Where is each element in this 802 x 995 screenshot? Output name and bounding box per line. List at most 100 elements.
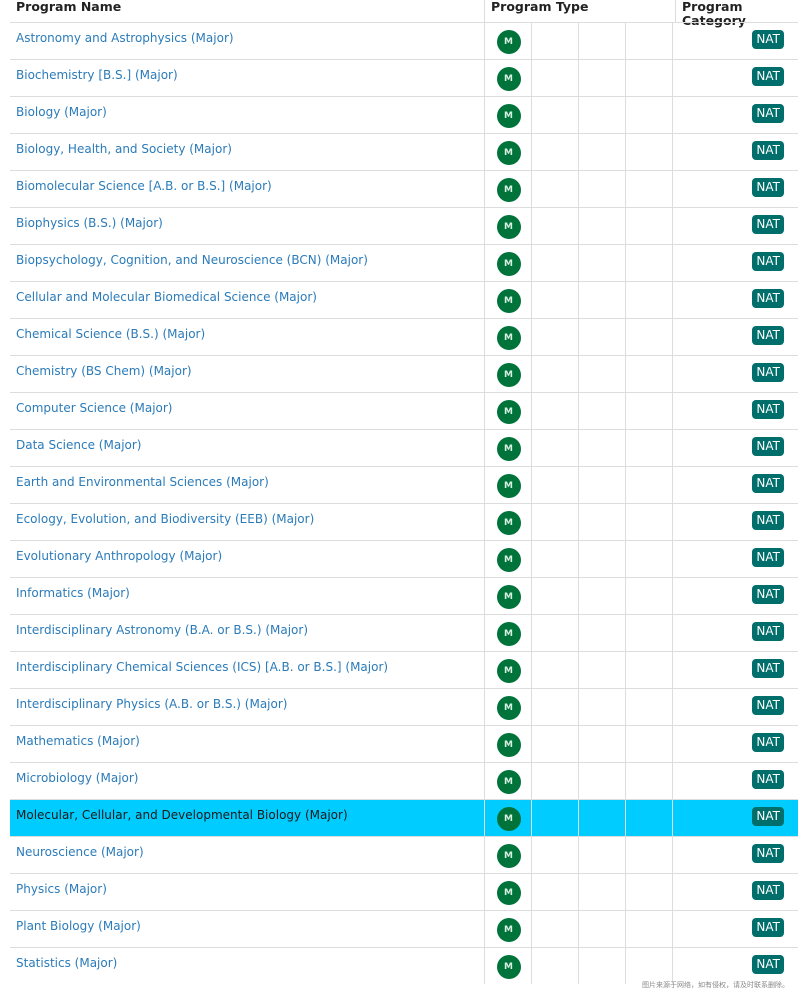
program-link[interactable]: Interdisciplinary Astronomy (B.A. or B.S… <box>16 623 309 637</box>
program-link[interactable]: Mathematics (Major) <box>16 734 140 748</box>
program-type-cell: M <box>483 503 531 541</box>
program-link[interactable]: Biochemistry [B.S.] (Major) <box>16 68 178 82</box>
program-type-cell <box>530 170 578 208</box>
program-type-cell <box>624 873 672 911</box>
program-link[interactable]: Statistics (Major) <box>16 956 118 970</box>
program-link[interactable]: Computer Science (Major) <box>16 401 173 415</box>
program-type-cell <box>577 59 625 97</box>
table-row[interactable]: Biophysics (B.S.) (Major) M NAT <box>10 207 798 245</box>
program-name-cell: Molecular, Cellular, and Developmental B… <box>10 799 484 837</box>
table-row[interactable]: Chemical Science (B.S.) (Major) M NAT <box>10 318 798 356</box>
table-row[interactable]: Plant Biology (Major) M NAT <box>10 910 798 948</box>
table-row[interactable]: Physics (Major) M NAT <box>10 873 798 911</box>
program-link[interactable]: Microbiology (Major) <box>16 771 139 785</box>
table-row[interactable]: Microbiology (Major) M NAT <box>10 762 798 800</box>
program-type-cell <box>624 614 672 652</box>
program-link[interactable]: Biopsychology, Cognition, and Neuroscien… <box>16 253 368 267</box>
table-row[interactable]: Ecology, Evolution, and Biodiversity (EE… <box>10 503 798 541</box>
major-badge: M <box>496 30 521 54</box>
table-row[interactable]: Chemistry (BS Chem) (Major) M NAT <box>10 355 798 393</box>
table-row[interactable]: Interdisciplinary Chemical Sciences (ICS… <box>10 651 798 689</box>
program-category-cell: NAT <box>671 355 798 393</box>
program-type-cell <box>530 392 578 430</box>
program-type-cell <box>577 244 625 282</box>
table-row[interactable]: Biopsychology, Cognition, and Neuroscien… <box>10 244 798 282</box>
program-type-cell <box>624 96 672 134</box>
table-row[interactable]: Biochemistry [B.S.] (Major) M NAT <box>10 59 798 97</box>
program-type-cell <box>577 799 625 837</box>
program-link[interactable]: Plant Biology (Major) <box>16 919 141 933</box>
program-category-cell: NAT <box>671 207 798 245</box>
table-row[interactable]: Evolutionary Anthropology (Major) M NAT <box>10 540 798 578</box>
program-link[interactable]: Neuroscience (Major) <box>16 845 144 859</box>
table-row[interactable]: Interdisciplinary Astronomy (B.A. or B.S… <box>10 614 798 652</box>
table-row[interactable]: Molecular, Cellular, and Developmental B… <box>10 799 798 837</box>
table-row[interactable]: Biology, Health, and Society (Major) M N… <box>10 133 798 171</box>
category-badge: NAT <box>752 30 784 49</box>
program-link[interactable]: Biomolecular Science [A.B. or B.S.] (Maj… <box>16 179 272 193</box>
program-link[interactable]: Molecular, Cellular, and Developmental B… <box>16 808 348 822</box>
program-link[interactable]: Biophysics (B.S.) (Major) <box>16 216 163 230</box>
table-row[interactable]: Informatics (Major) M NAT <box>10 577 798 615</box>
major-badge: M <box>496 141 521 165</box>
program-name-cell: Statistics (Major) <box>10 947 484 984</box>
category-badge: NAT <box>752 548 784 567</box>
program-link[interactable]: Earth and Environmental Sciences (Major) <box>16 475 269 489</box>
program-category-cell: NAT <box>671 873 798 911</box>
program-link[interactable]: Cellular and Molecular Biomedical Scienc… <box>16 290 317 304</box>
program-category-cell: NAT <box>671 281 798 319</box>
table-row[interactable]: Astronomy and Astrophysics (Major) M NAT <box>10 22 798 60</box>
program-link[interactable]: Biology, Health, and Society (Major) <box>16 142 232 156</box>
program-type-cell <box>577 207 625 245</box>
program-link[interactable]: Biology (Major) <box>16 105 107 119</box>
table-row[interactable]: Neuroscience (Major) M NAT <box>10 836 798 874</box>
program-type-cell: M <box>483 651 531 689</box>
program-link[interactable]: Physics (Major) <box>16 882 107 896</box>
program-type-cell: M <box>483 281 531 319</box>
program-type-cell <box>577 540 625 578</box>
program-link[interactable]: Chemical Science (B.S.) (Major) <box>16 327 206 341</box>
table-row[interactable]: Earth and Environmental Sciences (Major)… <box>10 466 798 504</box>
category-badge: NAT <box>752 585 784 604</box>
program-link[interactable]: Data Science (Major) <box>16 438 142 452</box>
program-link[interactable]: Informatics (Major) <box>16 586 130 600</box>
program-type-cell <box>624 429 672 467</box>
major-badge: M <box>496 918 521 942</box>
table-row[interactable]: Biomolecular Science [A.B. or B.S.] (Maj… <box>10 170 798 208</box>
program-link[interactable]: Evolutionary Anthropology (Major) <box>16 549 223 563</box>
program-type-cell <box>577 392 625 430</box>
category-badge: NAT <box>752 252 784 271</box>
program-type-cell <box>530 799 578 837</box>
program-link[interactable]: Astronomy and Astrophysics (Major) <box>16 31 234 45</box>
header-program-category: Program Category <box>682 0 746 28</box>
table-row[interactable]: Biology (Major) M NAT <box>10 96 798 134</box>
category-badge: NAT <box>752 659 784 678</box>
major-badge: M <box>496 252 521 276</box>
category-badge: NAT <box>752 437 784 456</box>
programs-table: Astronomy and Astrophysics (Major) M NAT… <box>10 22 798 984</box>
category-badge: NAT <box>752 844 784 863</box>
table-row[interactable]: Computer Science (Major) M NAT <box>10 392 798 430</box>
program-link[interactable]: Ecology, Evolution, and Biodiversity (EE… <box>16 512 315 526</box>
program-link[interactable]: Interdisciplinary Physics (A.B. or B.S.)… <box>16 697 288 711</box>
program-name-cell: Neuroscience (Major) <box>10 836 484 874</box>
table-row[interactable]: Mathematics (Major) M NAT <box>10 725 798 763</box>
program-type-cell <box>577 725 625 763</box>
program-link[interactable]: Chemistry (BS Chem) (Major) <box>16 364 192 378</box>
program-type-cell <box>624 762 672 800</box>
program-category-cell: NAT <box>671 466 798 504</box>
program-category-cell: NAT <box>671 540 798 578</box>
table-row[interactable]: Statistics (Major) M NAT <box>10 947 798 984</box>
program-type-cell: M <box>483 170 531 208</box>
divider <box>484 0 485 22</box>
program-link[interactable]: Interdisciplinary Chemical Sciences (ICS… <box>16 660 389 674</box>
major-badge: M <box>496 659 521 683</box>
program-category-cell: NAT <box>671 577 798 615</box>
table-row[interactable]: Cellular and Molecular Biomedical Scienc… <box>10 281 798 319</box>
major-badge: M <box>496 733 521 757</box>
program-type-cell <box>530 614 578 652</box>
table-row[interactable]: Interdisciplinary Physics (A.B. or B.S.)… <box>10 688 798 726</box>
program-type-cell <box>577 281 625 319</box>
table-row[interactable]: Data Science (Major) M NAT <box>10 429 798 467</box>
category-badge: NAT <box>752 622 784 641</box>
